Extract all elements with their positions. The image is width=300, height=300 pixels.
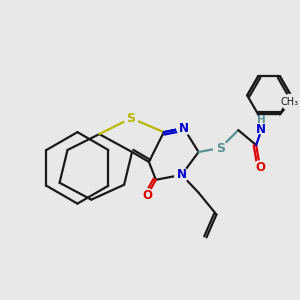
Circle shape: [140, 189, 154, 202]
Circle shape: [282, 94, 298, 110]
Circle shape: [177, 121, 190, 135]
Circle shape: [254, 116, 272, 134]
Circle shape: [253, 161, 267, 175]
Text: N: N: [179, 122, 189, 135]
Text: N: N: [177, 168, 187, 181]
Text: S: S: [216, 142, 225, 154]
Circle shape: [124, 111, 138, 125]
Text: S: S: [127, 112, 136, 125]
Text: CH₃: CH₃: [281, 98, 299, 107]
Circle shape: [214, 141, 227, 155]
Circle shape: [256, 118, 270, 132]
Circle shape: [175, 168, 189, 182]
Text: H: H: [257, 115, 266, 125]
Text: O: O: [255, 161, 265, 174]
Text: O: O: [142, 189, 152, 202]
Text: N: N: [256, 123, 266, 136]
